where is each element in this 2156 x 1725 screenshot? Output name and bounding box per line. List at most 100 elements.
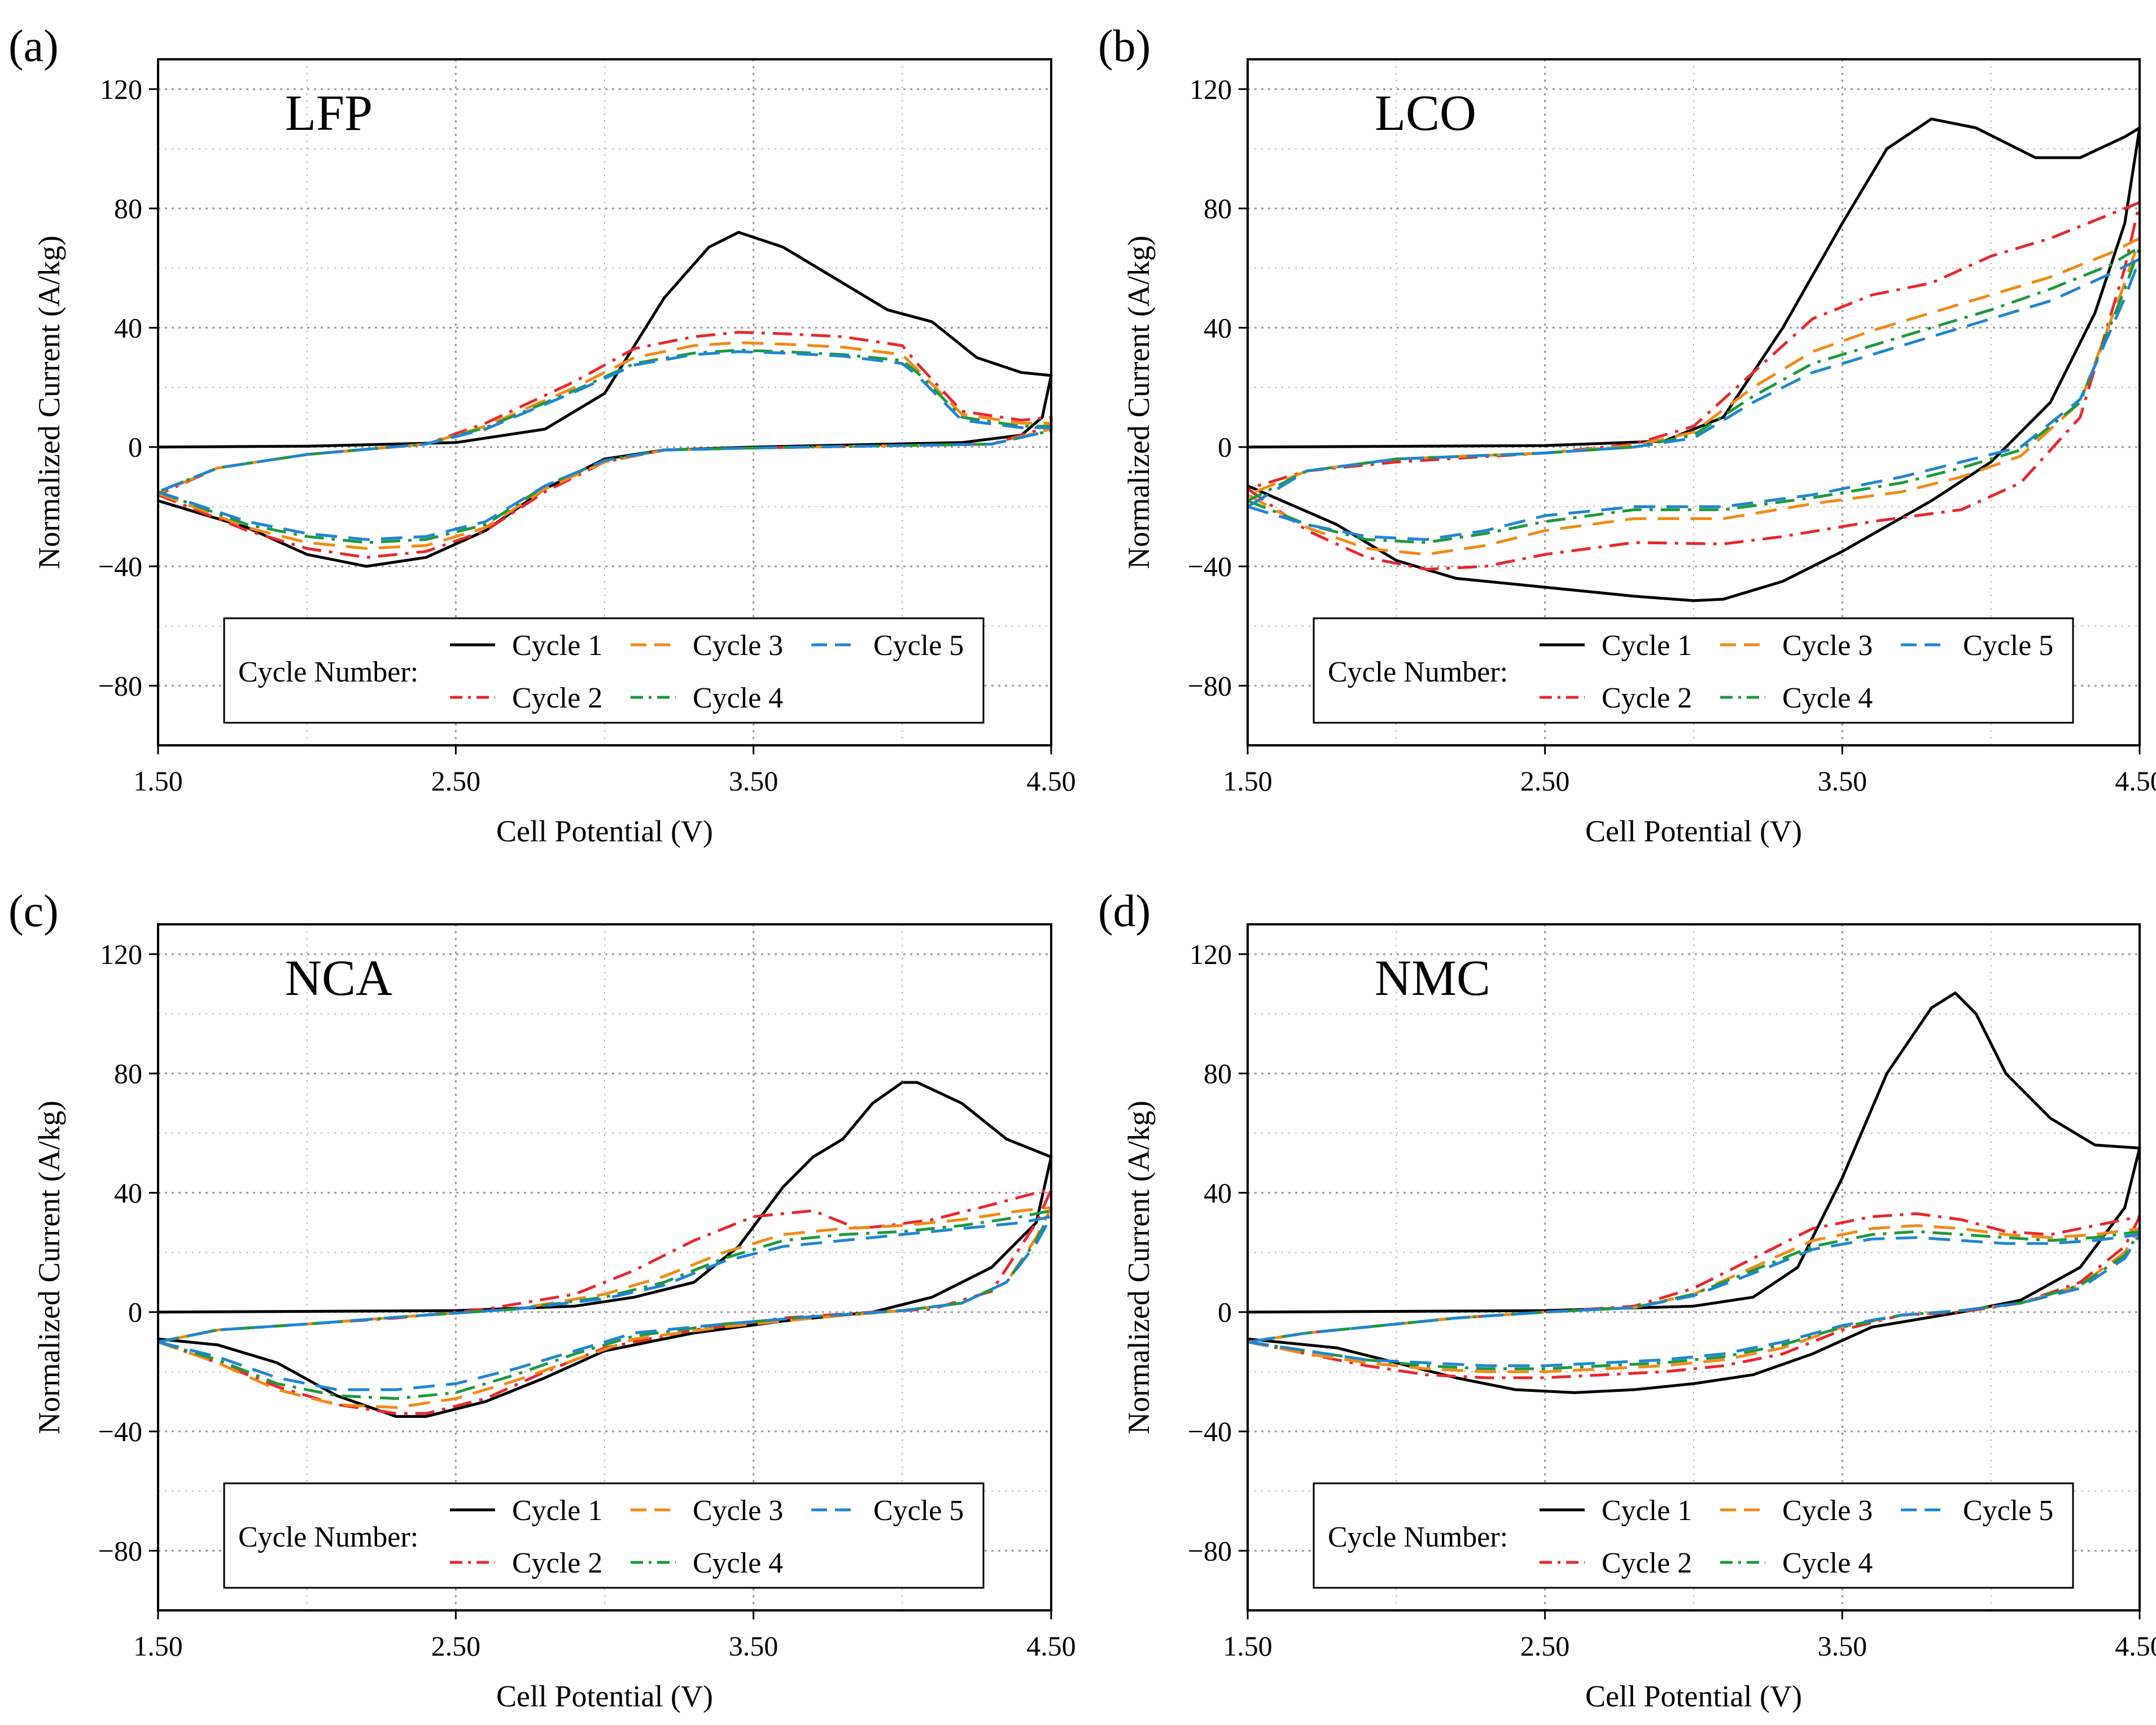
y-tick-label: −80 [1188,670,1232,701]
legend-label-cycle-4: Cycle 4 [1782,682,1873,714]
y-tick-label: 0 [1218,431,1232,463]
y-axis-title: Normalized Current (A/kg) [32,235,66,569]
y-tick-label: 120 [100,73,142,105]
legend-label-cycle-2: Cycle 2 [1602,682,1692,714]
x-axis-title: Cell Potential (V) [1585,814,1802,848]
panel-letter: (a) [8,21,59,71]
legend-label-cycle-4: Cycle 4 [1782,1547,1873,1579]
x-tick-label: 3.50 [729,1630,779,1662]
series-line-cycle-5 [158,350,1053,541]
x-tick-label: 4.50 [1026,765,1076,797]
y-tick-label: −80 [98,1535,142,1566]
series-line-cycle-1 [1247,117,2141,602]
plot-frame [157,923,1052,1612]
series-line-cycle-4 [158,1209,1053,1400]
plot-frame [1247,923,2141,1612]
y-tick-label: −40 [1188,1416,1232,1447]
panel-lfp: 1.50 2.50 3.50 4.50 −80 −40 0 40 80 120 Cell Poten… [8,21,1076,848]
series-line-cycle-3 [158,341,1053,550]
legend-box [1313,617,2074,724]
y-tick-label: −40 [98,551,142,582]
y-tick-label: 40 [114,1177,142,1208]
panel-letter: (b) [1098,21,1151,71]
legend-label-cycle-3: Cycle 3 [1782,630,1873,662]
panel-lco: 1.50 2.50 3.50 4.50 −80 −40 0 40 80 120 Cell Poten… [1098,21,2156,848]
y-tick-label: 120 [1189,938,1232,970]
legend-box [1313,1482,2074,1589]
y-tick-label: 120 [100,938,142,970]
panel-nca: 1.50 2.50 3.50 4.50 −80 −40 0 40 80 120 Cell Poten… [8,886,1076,1713]
series-line-cycle-4 [1247,1230,2141,1370]
series-line-cycle-3 [1247,237,2141,556]
y-axis-title: Normalized Current (A/kg) [1122,1100,1156,1434]
y-axis-title: Normalized Current (A/kg) [1122,235,1156,569]
legend-title: Cycle Number: [1328,656,1508,688]
legend-box [223,1482,985,1589]
legend-label-cycle-5: Cycle 5 [873,630,964,662]
y-tick-label: 0 [128,431,142,463]
legend: Cycle Number: Cycle 1 Cycle 2 Cycle 3 Cycle … [1313,1482,2074,1589]
legend-box [223,617,985,724]
y-tick-label: −80 [1188,1535,1232,1566]
y-tick-label: 80 [114,193,142,224]
series-line-cycle-1 [158,230,1053,568]
legend-label-cycle-5: Cycle 5 [1963,630,2053,662]
legend-label-cycle-4: Cycle 4 [693,682,783,714]
legend-label-cycle-1: Cycle 1 [1602,1495,1692,1527]
series-line-cycle-3 [1247,1224,2141,1373]
legend-title: Cycle Number: [238,656,418,688]
y-tick-label: −40 [98,1416,142,1447]
x-tick-label: 3.50 [1818,1630,1868,1662]
y-tick-label: 80 [1204,1058,1232,1089]
x-tick-label: 4.50 [2115,1630,2156,1662]
legend: Cycle Number: Cycle 1 Cycle 2 Cycle 3 Cycle … [223,1482,985,1589]
material-label: NCA [285,950,392,1006]
x-axis-title: Cell Potential (V) [496,814,713,848]
x-tick-label: 4.50 [2115,765,2156,797]
legend-label-cycle-2: Cycle 2 [512,682,602,714]
series-group [1247,117,2141,602]
x-tick-label: 1.50 [1223,1630,1272,1662]
legend: Cycle Number: Cycle 1 Cycle 2 Cycle 3 Cycle … [1313,617,2074,724]
material-label: LFP [285,85,373,141]
x-tick-label: 2.50 [431,1630,481,1662]
legend-label-cycle-1: Cycle 1 [512,630,602,662]
x-tick-label: 1.50 [133,1630,183,1662]
y-tick-label: 0 [1218,1296,1232,1328]
x-axis-title: Cell Potential (V) [496,1679,713,1713]
legend-label-cycle-5: Cycle 5 [873,1495,964,1527]
legend-label-cycle-1: Cycle 1 [512,1495,602,1527]
plot-frame [157,58,1052,746]
legend-label-cycle-2: Cycle 2 [512,1547,602,1579]
x-axis-title: Cell Potential (V) [1585,1679,1802,1713]
y-tick-label: 40 [1204,1177,1232,1208]
panel-nmc: 1.50 2.50 3.50 4.50 −80 −40 0 40 80 120 Cell Poten… [1098,886,2156,1713]
legend: Cycle Number: Cycle 1 Cycle 2 Cycle 3 Cycle … [223,617,985,724]
series-group [158,1081,1053,1418]
x-tick-label: 4.50 [1026,1630,1076,1662]
series-line-cycle-1 [1247,992,2141,1394]
y-tick-label: −80 [98,670,142,701]
series-group [157,230,1053,568]
y-tick-label: 120 [1189,73,1232,105]
legend-title: Cycle Number: [1328,1521,1508,1553]
y-tick-label: 40 [114,312,142,343]
legend-label-cycle-1: Cycle 1 [1602,630,1692,662]
x-tick-label: 2.50 [1520,765,1570,797]
y-tick-label: 40 [1204,312,1232,343]
series-group [1247,992,2141,1394]
y-axis-title: Normalized Current (A/kg) [32,1100,66,1434]
series-line-cycle-5 [1247,257,2141,541]
series-line-cycle-5 [1247,1233,2141,1368]
y-tick-label: 0 [128,1296,142,1328]
legend-label-cycle-5: Cycle 5 [1963,1495,2053,1527]
y-tick-label: 80 [114,1058,142,1089]
panel-letter: (c) [8,886,59,936]
x-tick-label: 2.50 [1520,1630,1570,1662]
series-line-cycle-2 [157,330,1053,559]
series-line-cycle-1 [158,1081,1053,1418]
plot-frame [1247,58,2141,746]
x-tick-label: 3.50 [729,765,779,797]
series-line-cycle-4 [1247,246,2141,544]
